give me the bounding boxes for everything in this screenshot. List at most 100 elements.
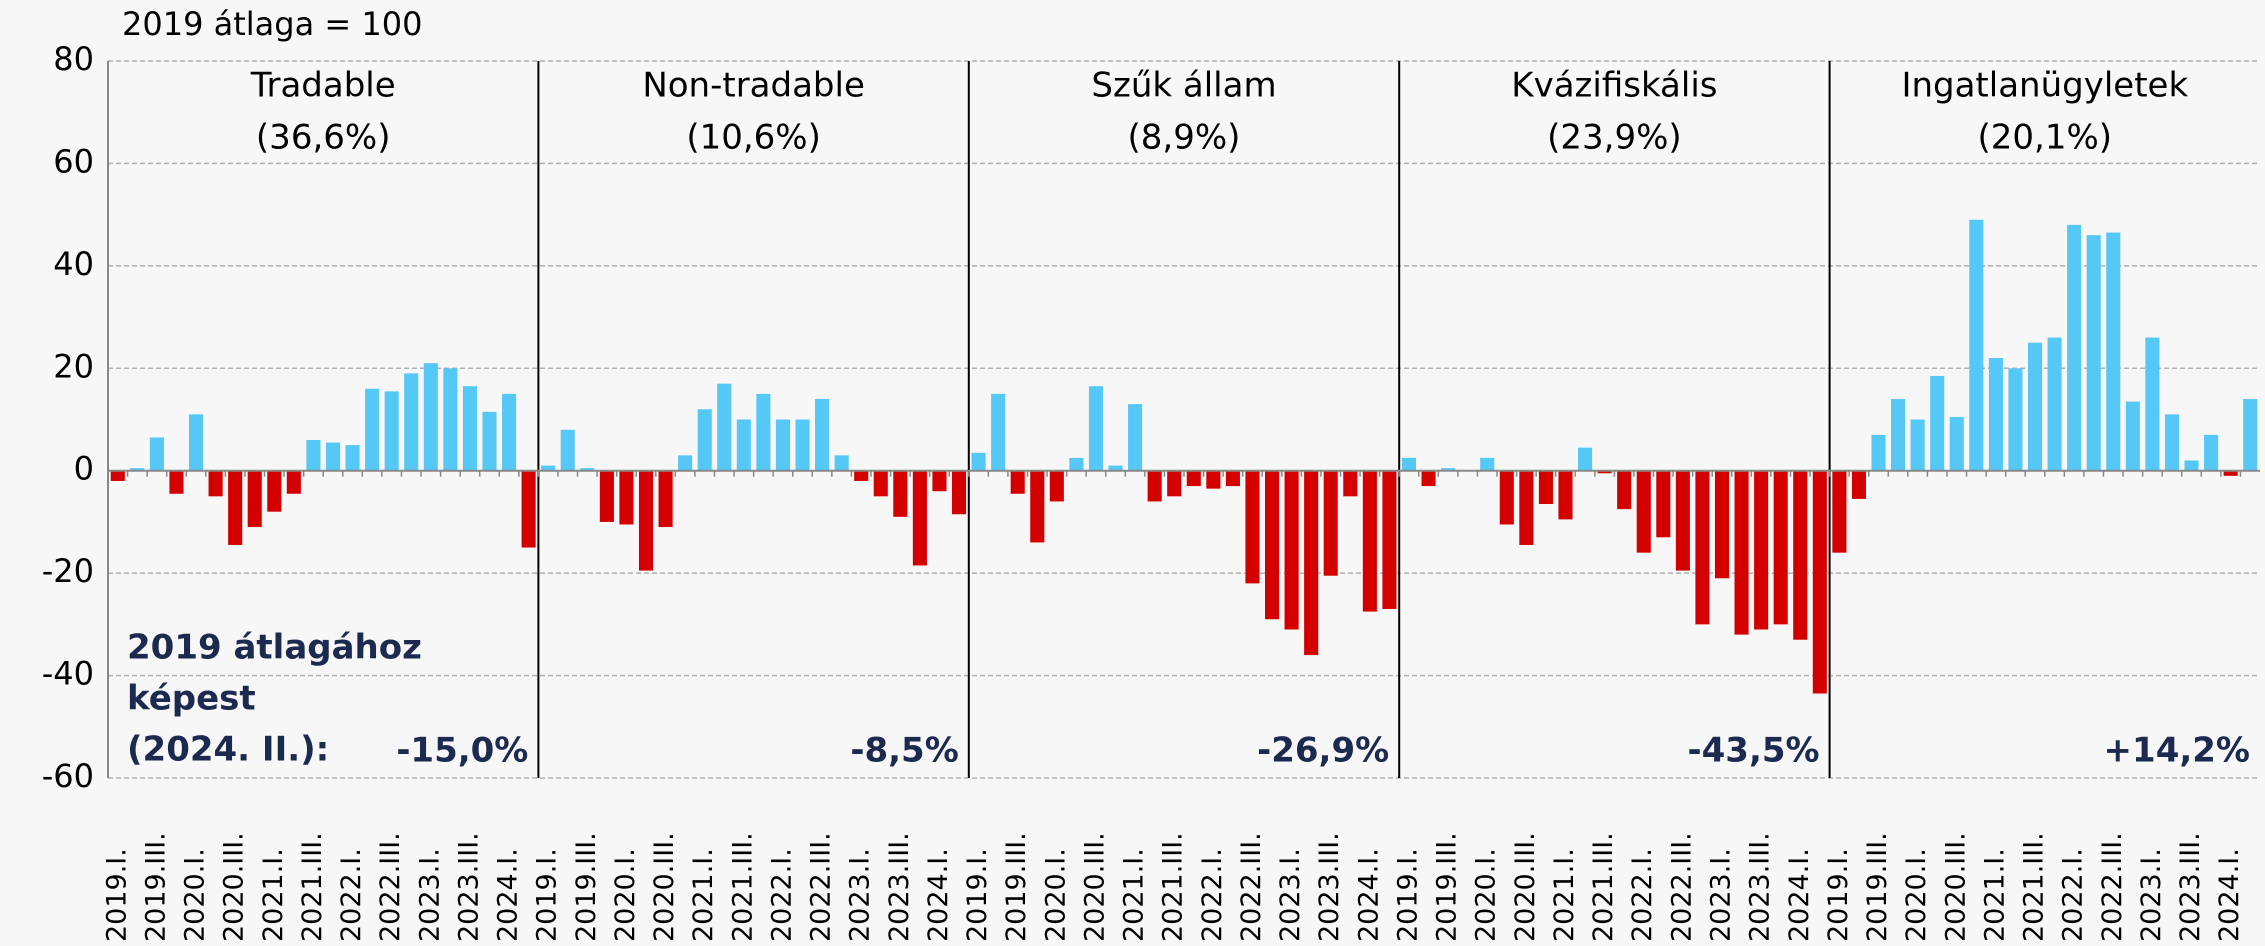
bar [1245,471,1259,584]
panel-share: (8,9%) [1128,118,1241,158]
bar [893,471,907,517]
x-tick-label: 2022.I. [766,848,797,942]
panel-summary: -8,5% [850,731,958,771]
bar [1578,448,1592,471]
bar [1343,471,1357,497]
x-tick-label: 2022.I. [1627,848,1658,942]
bar [1500,471,1514,525]
bar [1128,404,1142,471]
x-tick-label: 2021.I. [688,848,719,942]
x-tick-label: 2024.I. [493,848,524,942]
x-tick-label: 2019.I. [1392,848,1423,942]
x-tick-label: 2022.III. [1236,832,1267,942]
bar [1363,471,1377,612]
bar [2087,235,2101,471]
y-tick-label: -20 [42,552,94,590]
bar [404,373,418,470]
x-tick-label: 2020.III. [649,832,680,942]
x-tick-label: 2021.III. [297,832,328,942]
bar [502,394,516,471]
bar [659,471,673,527]
bar [835,455,849,470]
x-tick-label: 2019.III. [1001,832,1032,942]
panel-share: (20,1%) [1978,118,2113,158]
x-tick-label: 2021.III. [1158,832,1189,942]
x-tick-label: 2024.I. [1784,848,1815,942]
bar [1617,471,1631,509]
bar [365,389,379,471]
x-tick-label: 2021.I. [1119,848,1150,942]
panel-title: Szűk állam [1091,66,1276,106]
x-tick-label: 2024.I. [2214,848,2245,942]
bar [561,430,575,471]
bar [2145,338,2159,471]
x-tick-label: 2020.III. [1079,832,1110,942]
x-tick-label: 2023.I. [1275,848,1306,942]
bar [1911,420,1925,471]
bar [150,437,164,470]
bar [2028,343,2042,471]
bar [2184,460,2198,470]
x-tick-label: 2023.III. [453,832,484,942]
x-tick-label: 2020.I. [1901,848,1932,942]
x-tick-label: 2022.I. [1197,848,1228,942]
x-tick-label: 2021.III. [1588,832,1619,942]
x-tick-label: 2021.III. [2019,832,2050,942]
bar [385,391,399,470]
bar [600,471,614,522]
bar [1735,471,1749,635]
panel-title: Tradable [250,66,396,106]
panel-summary: -26,9% [1257,731,1389,771]
x-tick-label: 2019.III. [140,832,171,942]
bar [424,363,438,471]
bar [2106,233,2120,471]
x-tick-label: 2019.III. [1432,832,1463,942]
chart-subtitle: 2019 átlaga = 100 [122,5,422,43]
x-tick-label: 2019.I. [101,848,132,942]
bar [1089,386,1103,471]
y-tick-label: 60 [53,142,94,180]
panel-summary: -43,5% [1688,731,1820,771]
x-tick-label: 2023.I. [845,848,876,942]
bar [1852,471,1866,499]
bar [756,394,770,471]
bar [346,445,360,471]
bar [1422,471,1436,486]
y-tick-label: 0 [74,450,94,488]
bar [1930,376,1944,471]
bar [1695,471,1709,625]
panel-summary: +14,2% [2104,731,2250,771]
bar [1754,471,1768,630]
x-tick-label: 2021.I. [258,848,289,942]
bar [1539,471,1553,504]
bar [1891,399,1905,471]
bar [306,440,320,471]
bar [1637,471,1651,553]
bar [815,399,829,471]
panel-share: (23,9%) [1547,118,1682,158]
bar [1265,471,1279,620]
bar [932,471,946,491]
bar [2067,225,2081,471]
bar [1187,471,1201,486]
panel-title: Kvázifiskális [1511,66,1717,106]
bar [1950,417,1964,471]
bar [228,471,242,545]
bar [1226,471,1240,486]
bar [1206,471,1220,489]
note: (2024. II.): [127,730,329,770]
panel-summary: -15,0% [396,731,528,771]
bar [874,471,888,497]
bar [287,471,301,494]
chart: 2019 átlaga = 100 -60-40-20020406080Trad… [0,0,2265,946]
bar [698,409,712,470]
x-tick-label: 2020.III. [1510,832,1541,942]
bar [737,420,751,471]
x-tick-label: 2024.I. [923,848,954,942]
x-tick-label: 2022.I. [2058,848,2089,942]
x-tick-label: 2019.I. [532,848,563,942]
bar [991,394,1005,471]
x-tick-label: 2021.I. [1979,848,2010,942]
bar [1011,471,1025,494]
bar [1676,471,1690,571]
